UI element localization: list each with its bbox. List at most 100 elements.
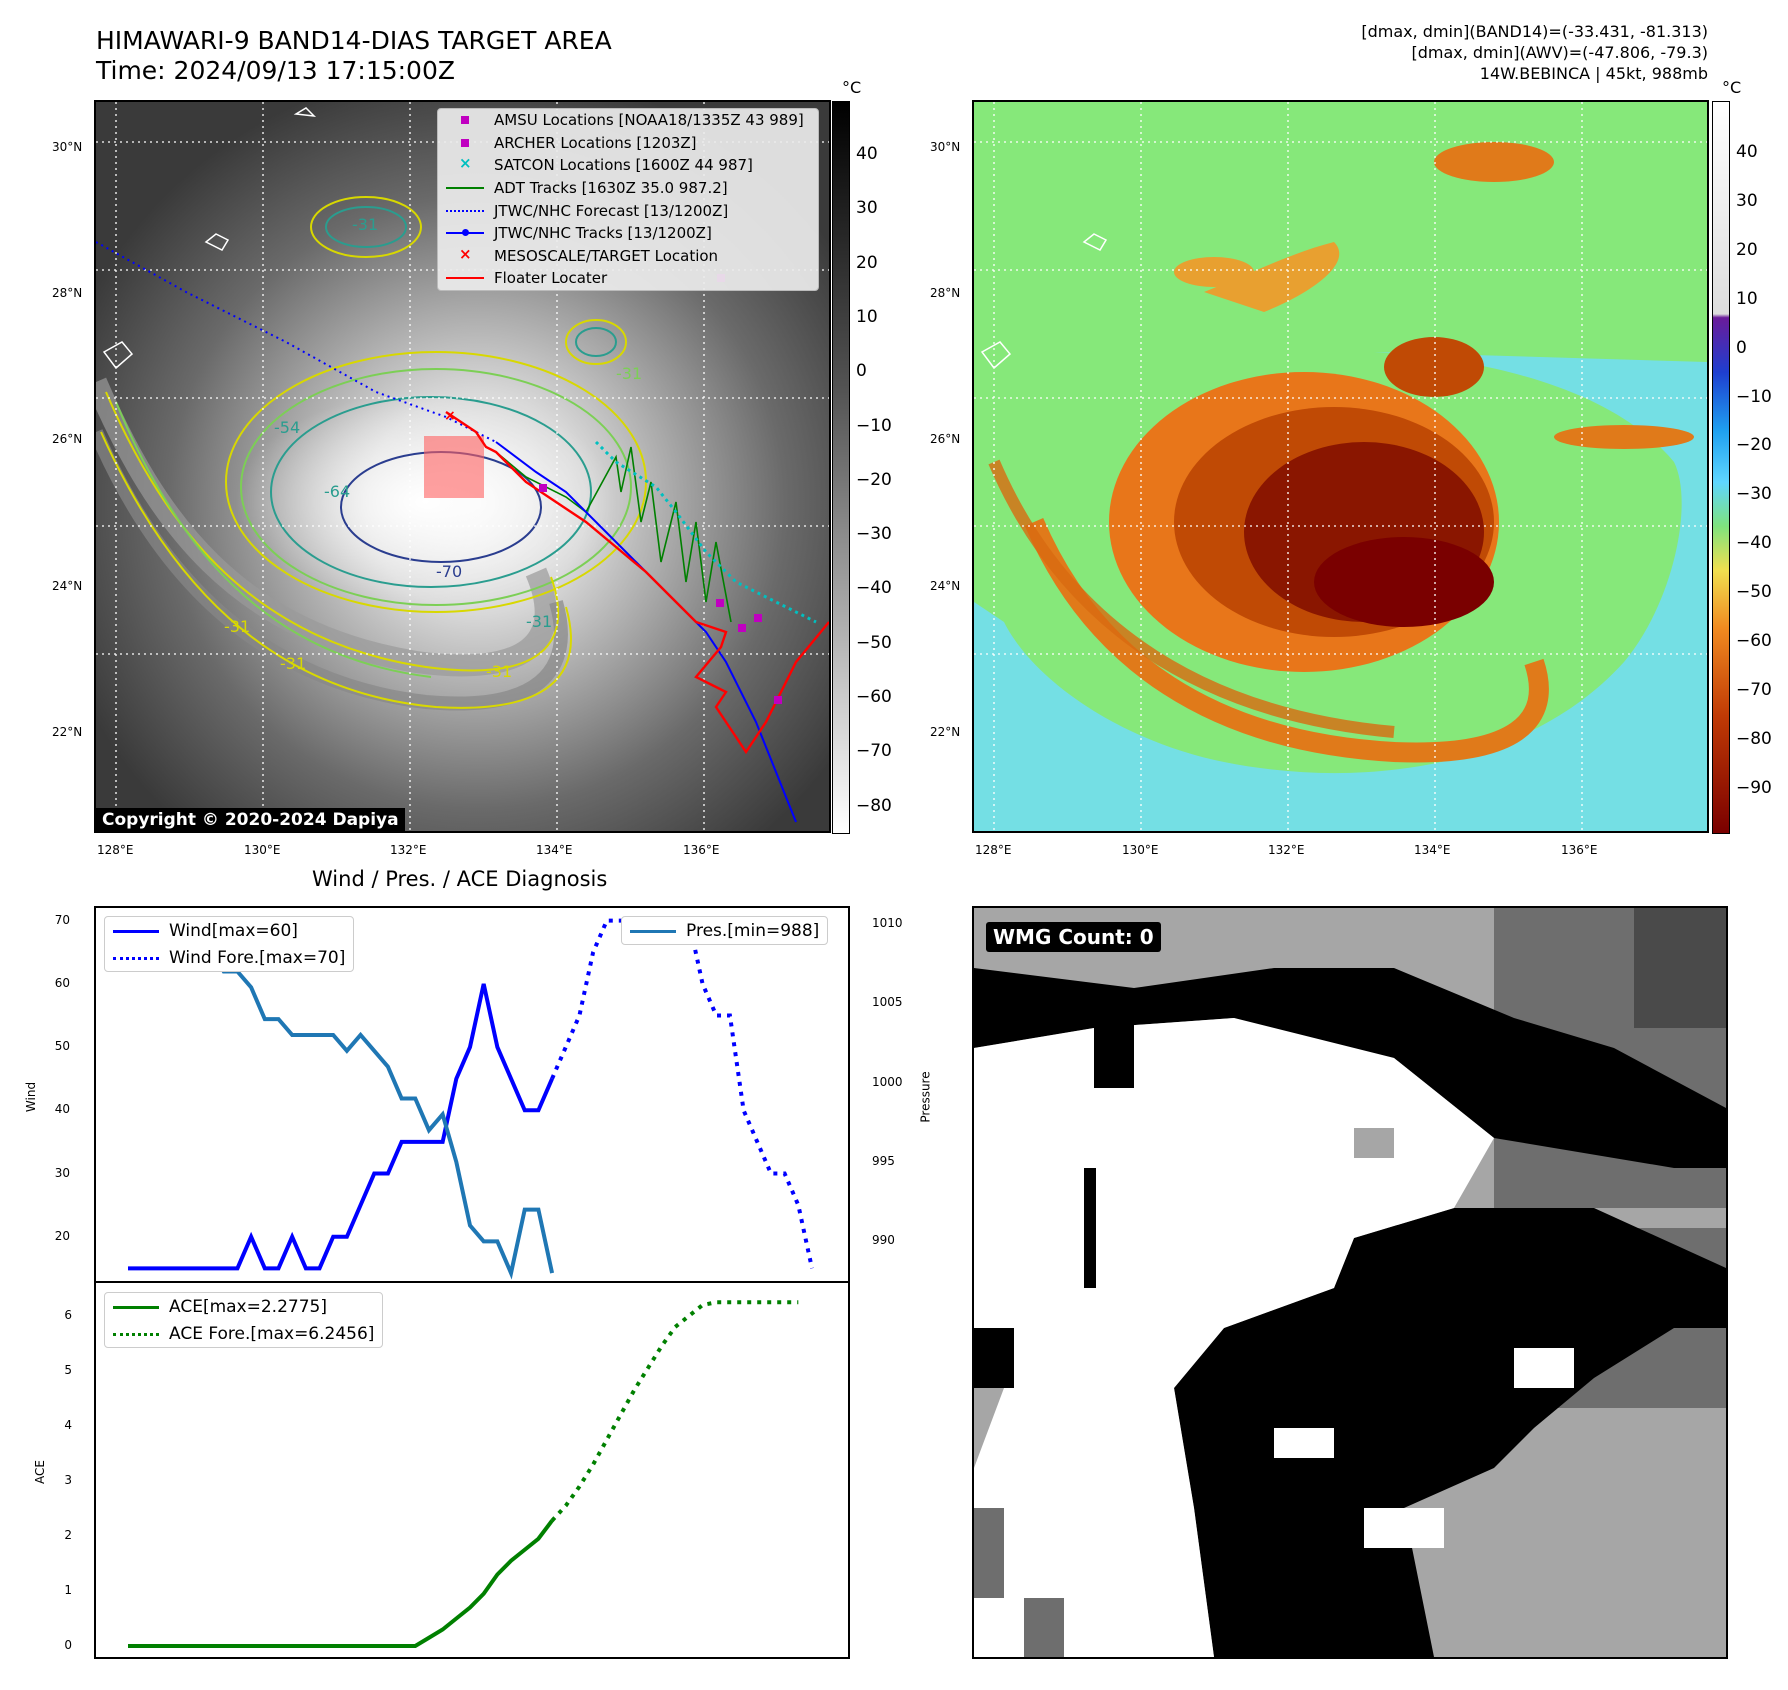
wind-tick: 60 <box>54 975 70 990</box>
square-marker-icon <box>446 112 484 128</box>
wind-ylabel: Wind <box>24 1081 39 1113</box>
pressure-legend: Pres.[min=988] <box>621 916 829 945</box>
lat-tick: 28°N <box>930 286 961 300</box>
contour-label: -31 <box>352 215 379 234</box>
colorbar-tick: −10 <box>856 415 892 436</box>
legend-satcon: × SATCON Locations [1600Z 44 987] <box>438 154 818 177</box>
x-marker-icon: × <box>459 244 472 263</box>
contour-label: -70 <box>436 562 463 581</box>
legend-wind-fore: Wind Fore.[max=70] <box>105 944 353 971</box>
wmg-panel <box>972 906 1728 1659</box>
colorbar-tick: −90 <box>1736 777 1772 798</box>
ir-colorbar <box>832 101 850 834</box>
colorbar-tick: 30 <box>856 198 878 219</box>
wv-colorbar-unit: °C <box>1722 78 1742 97</box>
lon-tick: 130°E <box>1122 843 1159 857</box>
colorbar-tick: 20 <box>1736 239 1758 260</box>
pressure-tick: 1005 <box>872 995 903 1010</box>
lat-tick: 26°N <box>930 432 961 446</box>
lon-tick: 136°E <box>683 843 720 857</box>
ir-colorbar-unit: °C <box>842 78 862 97</box>
contour-label: -64 <box>324 482 351 501</box>
colorbar-tick: 0 <box>1736 337 1747 358</box>
contour-label: -31 <box>224 617 251 636</box>
line-dot-icon <box>446 225 484 241</box>
lat-tick: 22°N <box>52 725 83 739</box>
wind-tick: 20 <box>54 1228 70 1243</box>
contour-label: -31 <box>280 654 307 673</box>
wv-colorbar <box>1712 101 1730 834</box>
pressure-tick: 995 <box>872 1153 895 1168</box>
ace-ylabel: ACE <box>32 1460 47 1484</box>
lat-tick: 24°N <box>930 579 961 593</box>
colorbar-tick: −60 <box>1736 631 1772 651</box>
wind-legend: Wind[max=60] Wind Fore.[max=70] <box>104 916 355 972</box>
lat-tick: 30°N <box>930 140 961 154</box>
legend-floater: Floater Locater <box>438 267 818 290</box>
legend-ace-fore: ACE Fore.[max=6.2456] <box>105 1320 382 1347</box>
colorbar-tick: −80 <box>856 795 892 816</box>
colorbar-tick: −80 <box>1736 728 1772 749</box>
legend-jtwc: JTWC/NHC Tracks [13/1200Z] <box>438 222 818 245</box>
dotted-line-icon <box>113 951 159 965</box>
lon-tick: 136°E <box>1561 843 1598 857</box>
contour-label: -31 <box>486 662 513 681</box>
dotted-line-icon <box>113 1327 159 1341</box>
colorbar-tick: −30 <box>1736 484 1772 505</box>
diagnosis-title: Wind / Pres. / ACE Diagnosis <box>312 867 608 891</box>
series-line <box>128 983 554 1271</box>
x-marker-icon: × <box>459 154 472 173</box>
legend-wind: Wind[max=60] <box>105 917 353 944</box>
lat-tick: 30°N <box>52 140 83 154</box>
contour-label: -31 <box>526 612 553 631</box>
lat-tick: 28°N <box>52 286 83 300</box>
colorbar-tick: −60 <box>856 687 892 707</box>
line-icon <box>630 924 676 938</box>
lat-tick: 26°N <box>52 432 83 446</box>
copyright-label: Copyright © 2020-2024 Dapiya <box>96 808 405 832</box>
colorbar-tick: −50 <box>1736 582 1772 603</box>
line-icon <box>446 270 484 286</box>
colorbar-tick: 40 <box>856 144 878 164</box>
colorbar-tick: 10 <box>1736 288 1758 309</box>
colorbar-tick: −70 <box>1736 679 1772 700</box>
pressure-tick: 1000 <box>872 1074 903 1089</box>
colorbar-tick: −40 <box>1736 533 1772 554</box>
ace-tick: 6 <box>64 1308 72 1322</box>
line-icon <box>113 924 159 938</box>
wind-tick: 40 <box>54 1102 70 1117</box>
series-line <box>550 1300 799 1522</box>
wind-tick: 70 <box>54 912 70 927</box>
info-storm: 14W.BEBINCA | 45kt, 988mb <box>1479 64 1708 83</box>
colorbar-tick: 20 <box>856 252 878 273</box>
contour-label: -31 <box>616 364 643 383</box>
dotted-line-icon <box>446 203 484 219</box>
ace-tick: 3 <box>64 1473 72 1487</box>
ace-tick: 4 <box>64 1418 72 1432</box>
series-line <box>128 1519 554 1648</box>
ace-tick: 5 <box>64 1363 72 1377</box>
legend-amsu: AMSU Locations [NOAA18/1335Z 43 989] <box>438 109 818 132</box>
ace-tick: 2 <box>64 1528 72 1542</box>
square-marker-icon <box>446 135 484 151</box>
colorbar-tick: 30 <box>1736 190 1758 211</box>
lon-tick: 134°E <box>1414 843 1451 857</box>
lon-tick: 128°E <box>975 843 1012 857</box>
legend-pressure: Pres.[min=988] <box>622 917 827 944</box>
figure-title: HIMAWARI-9 BAND14-DIAS TARGET AREA <box>96 26 612 55</box>
ace-tick: 1 <box>64 1583 72 1597</box>
ace-panel <box>94 1281 850 1659</box>
colorbar-tick: −70 <box>856 741 892 762</box>
wv-map-image <box>974 102 1707 831</box>
colorbar-tick: −50 <box>856 632 892 653</box>
series-line <box>126 922 555 1280</box>
pressure-tick: 990 <box>872 1233 895 1248</box>
lon-tick: 132°E <box>390 843 427 857</box>
pressure-tick: 1010 <box>872 915 903 930</box>
lon-tick: 134°E <box>536 843 573 857</box>
wmg-image <box>974 908 1726 1657</box>
wind-tick: 50 <box>54 1039 70 1054</box>
wv-map-panel <box>972 100 1709 833</box>
wind-tick: 30 <box>54 1165 70 1180</box>
legend-adt: ADT Tracks [1630Z 35.0 987.2] <box>438 177 818 200</box>
